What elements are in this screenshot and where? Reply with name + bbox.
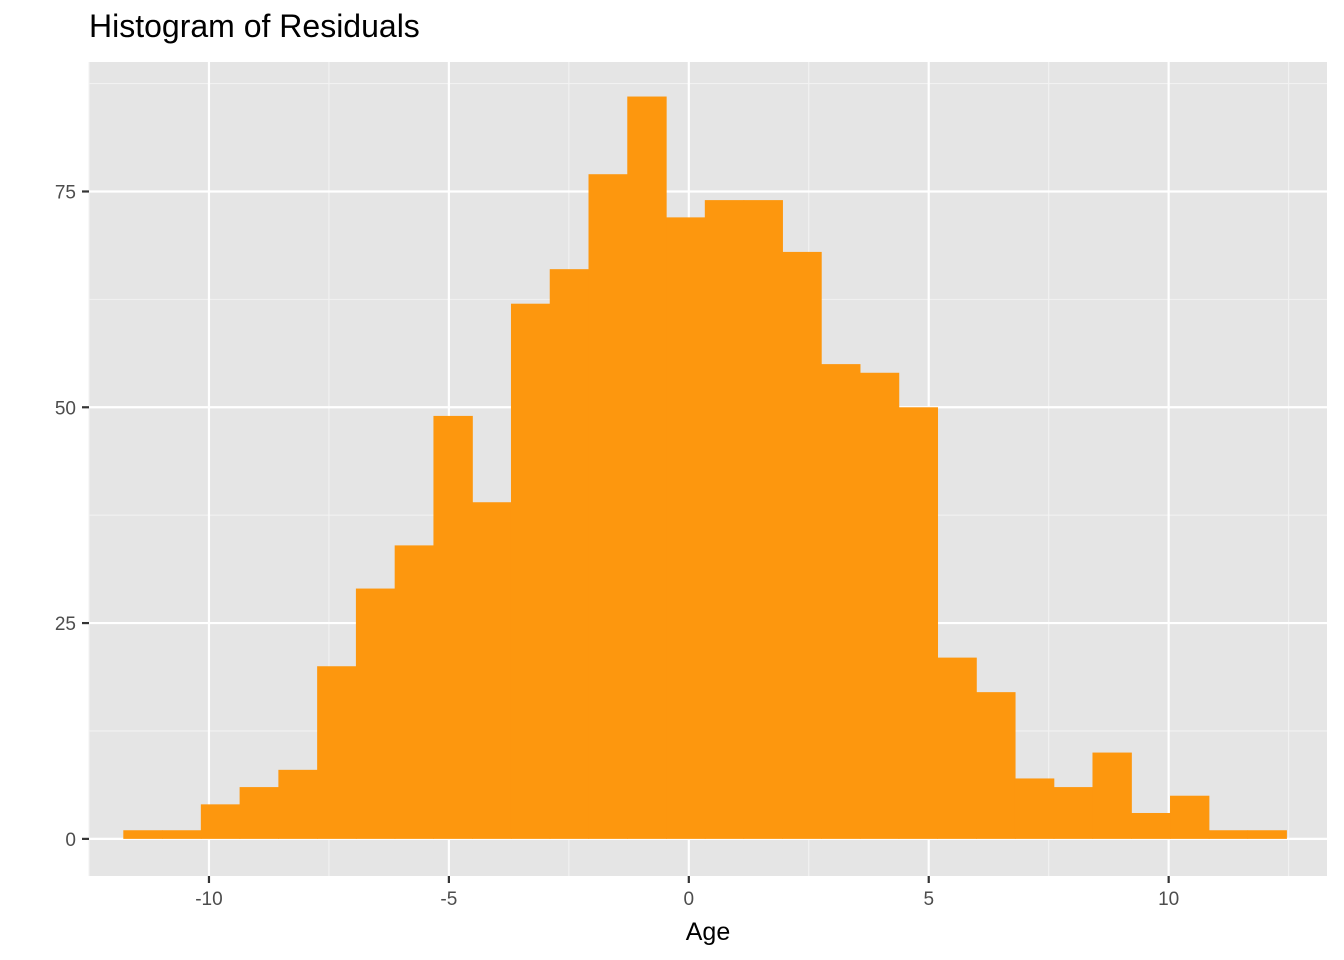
histogram-bar	[1247, 830, 1287, 839]
histogram-bar	[1208, 830, 1249, 839]
histogram-bar	[317, 666, 357, 839]
histogram-bar	[1053, 787, 1094, 839]
histogram-bar	[1170, 795, 1210, 839]
histogram-bar	[821, 364, 861, 839]
histogram-bar	[588, 174, 628, 839]
histogram-bar	[859, 372, 900, 839]
x-tick-label: 0	[684, 889, 695, 910]
histogram-bar	[433, 415, 473, 839]
histogram-bar	[510, 303, 551, 839]
x-tick-label: -5	[440, 889, 457, 910]
histogram-bar	[704, 200, 745, 839]
y-tick-label: 25	[55, 614, 76, 635]
histogram-bar	[1131, 812, 1171, 839]
histogram-bar	[627, 96, 667, 839]
x-tick-label: 10	[1158, 889, 1179, 910]
histogram-bar	[782, 251, 822, 839]
histogram-bar	[666, 217, 706, 839]
histogram-bar	[1014, 778, 1055, 839]
x-axis-title: Age	[686, 918, 730, 946]
histogram-bar	[898, 407, 939, 839]
histogram-bar	[976, 692, 1016, 839]
histogram-bar	[1092, 752, 1132, 839]
y-tick-label: 0	[65, 830, 76, 851]
x-tick-label: -10	[195, 889, 222, 910]
histogram-bar	[394, 545, 435, 839]
histogram-bar	[278, 769, 318, 839]
histogram-bar	[162, 830, 202, 839]
histogram-bar	[743, 200, 783, 839]
histogram-bar	[355, 588, 396, 839]
histogram-bar	[937, 657, 977, 839]
chart-title: Histogram of Residuals	[89, 8, 420, 44]
histogram-bar	[123, 830, 163, 839]
y-tick-label: 75	[55, 182, 76, 203]
histogram-bar	[200, 804, 241, 839]
histogram-bar	[472, 502, 512, 839]
histogram-bar	[239, 787, 279, 839]
y-tick-label: 50	[55, 398, 76, 419]
x-tick-label: 5	[923, 889, 934, 910]
histogram-bar	[549, 269, 590, 839]
